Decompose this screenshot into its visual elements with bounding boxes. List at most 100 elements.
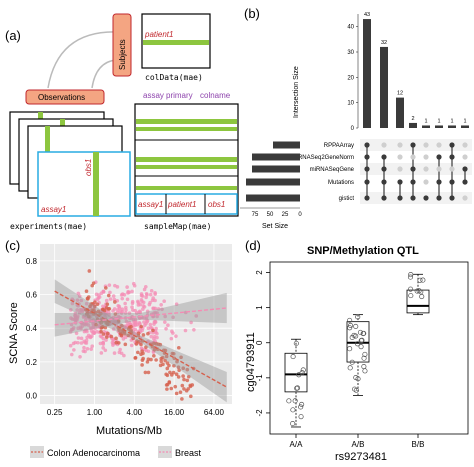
- b-matrix-dot: [423, 195, 429, 201]
- c-point-colon: [104, 335, 109, 339]
- b-bar-label: 32: [381, 40, 387, 46]
- c-point-breast: [69, 322, 74, 327]
- d-point: [358, 338, 364, 344]
- b-matrix-dot: [410, 179, 416, 185]
- d-point: [347, 317, 353, 323]
- c-point-colon: [158, 363, 163, 368]
- c-point-colon: [184, 388, 189, 393]
- experiments-stack: [9, 111, 131, 217]
- d-point: [290, 407, 296, 413]
- c-point-colon: [181, 374, 185, 378]
- b-matrix-dot: [462, 166, 468, 172]
- b-set-size-bar: [246, 178, 300, 186]
- b-set-labels: RPPAArray RNASeq2GeneNorm miRNASeqGene Muta…: [298, 143, 355, 202]
- c-point-colon: [146, 370, 151, 375]
- c-point-breast: [107, 310, 111, 315]
- c-point-colon: [101, 332, 106, 336]
- c-point-breast: [132, 283, 137, 288]
- c-point-breast: [144, 291, 149, 296]
- c-point-breast: [97, 293, 101, 297]
- c-point-colon: [139, 342, 143, 347]
- b-matrix-dot: [381, 154, 387, 160]
- d-point: [354, 341, 361, 347]
- d-yticks: 2 1 0 -1 -2: [255, 270, 270, 417]
- c-point-colon: [103, 325, 108, 330]
- c-point-colon: [174, 391, 179, 396]
- c-point-breast: [111, 327, 116, 331]
- c-point-breast: [78, 307, 83, 312]
- observations-box: Observations: [25, 89, 105, 105]
- b-bars: 43 32 12 2 1 1 1 1: [363, 12, 469, 128]
- b-set-size-bar: [246, 194, 300, 202]
- c-point-colon: [176, 345, 181, 350]
- d-boxes: [284, 272, 430, 428]
- b-matrix-dot: [364, 179, 370, 185]
- b-bar-label: 2: [411, 116, 414, 122]
- panel-b-letter: (b): [244, 6, 260, 21]
- c-point-breast: [155, 314, 159, 319]
- d-point: [349, 359, 355, 365]
- sm-assay1: assay1: [138, 200, 163, 209]
- c-point-breast: [141, 300, 146, 305]
- d-point: [347, 365, 353, 371]
- b-ytick-label: 30: [347, 50, 354, 56]
- c-point-colon: [104, 305, 109, 310]
- b-matrix-dot: [436, 195, 442, 201]
- c-point-breast: [149, 334, 154, 339]
- c-point-breast: [122, 353, 126, 358]
- c-point-breast: [133, 308, 138, 313]
- c-point-breast: [79, 298, 84, 303]
- c-point-colon: [146, 331, 150, 336]
- c-point-breast: [89, 347, 94, 351]
- c-point-breast: [72, 348, 76, 352]
- c-point-breast: [171, 315, 175, 320]
- c-point-breast: [156, 307, 161, 311]
- b-set-size-bar: [252, 153, 300, 161]
- c-point-breast: [160, 307, 164, 312]
- c-point-breast: [141, 304, 146, 308]
- c-point-colon: [139, 352, 143, 357]
- c-point-colon: [84, 289, 89, 294]
- c-point-colon: [165, 387, 169, 391]
- c-point-colon: [86, 295, 91, 299]
- c-fit-line: [54, 307, 227, 326]
- b-matrix-dot: [381, 179, 387, 185]
- c-xtick-label: 64.00: [204, 408, 225, 417]
- b-matrix-dot: [449, 179, 455, 185]
- c-point-colon: [87, 269, 92, 273]
- c-point-breast: [169, 336, 174, 341]
- c-point-breast: [76, 336, 81, 340]
- c-point-colon: [185, 378, 190, 383]
- c-point-breast: [122, 293, 127, 297]
- b-matrix-stripe: [360, 139, 472, 151]
- c-point-colon: [90, 283, 94, 288]
- b-set-tick-label: 75: [252, 212, 259, 218]
- c-fit-line: [54, 290, 228, 388]
- c-point-colon: [160, 355, 165, 360]
- c-point-colon: [172, 363, 176, 368]
- c-point-colon: [104, 286, 108, 290]
- c-point-breast: [130, 305, 134, 309]
- c-point-breast: [83, 349, 87, 354]
- c-point-breast: [144, 317, 149, 322]
- b-set-size-bar: [273, 141, 300, 149]
- b-matrix-dot: [364, 142, 370, 148]
- d-xlabel: rs9273481: [335, 451, 387, 463]
- d-point: [353, 374, 359, 381]
- b-matrix-dot: [410, 154, 416, 160]
- c-point-breast: [117, 306, 122, 311]
- c-point-breast: [70, 317, 75, 321]
- d-point: [358, 344, 364, 350]
- b-setsize-label: Set Size: [262, 223, 288, 230]
- c-point-colon: [169, 386, 174, 391]
- coldata-patient1: patient1: [144, 30, 173, 39]
- d-point: [362, 351, 368, 357]
- sm-patient1: patient1: [167, 200, 196, 209]
- b-matrix-dot: [410, 195, 416, 201]
- b-set-label: RPPAArray: [324, 143, 354, 149]
- c-point-breast: [148, 292, 153, 297]
- c-xtick-label: 0.25: [47, 408, 63, 417]
- c-point-breast: [130, 289, 134, 294]
- b-matrix-dot: [381, 166, 387, 172]
- d-point: [407, 274, 414, 280]
